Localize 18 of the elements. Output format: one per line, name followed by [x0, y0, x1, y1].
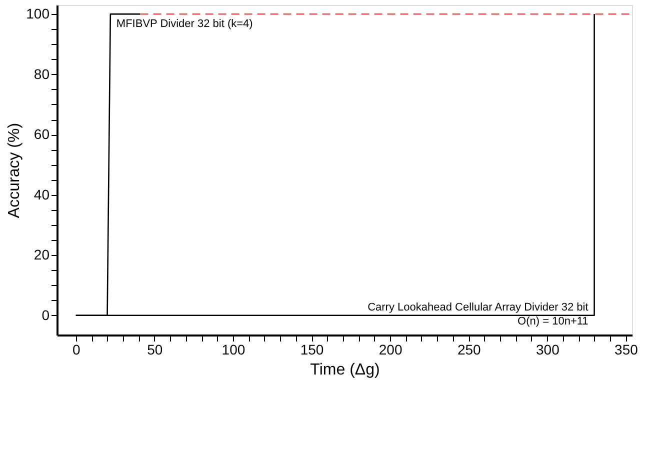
y-tick-label: 40 — [34, 186, 50, 202]
annotation: MFIBVP Divider 32 bit (k=4) — [116, 18, 253, 30]
x-tick-label: 300 — [536, 342, 560, 358]
annotation: Carry Lookahead Cellular Array Divider 32 bit O(n) = 10n+11 — [368, 301, 588, 328]
x-tick-label: 100 — [222, 342, 246, 358]
y-tick-label: 0 — [42, 306, 50, 323]
x-tick-label: 350 — [614, 342, 638, 358]
y-axis-title: Accuracy (%) — [6, 122, 24, 218]
x-tick-label: 0 — [72, 342, 80, 358]
y-tick-label: 80 — [34, 66, 50, 82]
x-tick-label: 50 — [147, 342, 163, 358]
x-axis-title: Time (Δg) — [310, 362, 380, 378]
x-tick-label: 150 — [300, 342, 324, 358]
y-tick-label: 60 — [34, 126, 50, 142]
x-tick-label: 200 — [378, 342, 402, 358]
y-tick-label: 100 — [26, 6, 50, 22]
y-tick-label: 20 — [34, 246, 50, 263]
x-tick-label: 250 — [457, 342, 482, 358]
